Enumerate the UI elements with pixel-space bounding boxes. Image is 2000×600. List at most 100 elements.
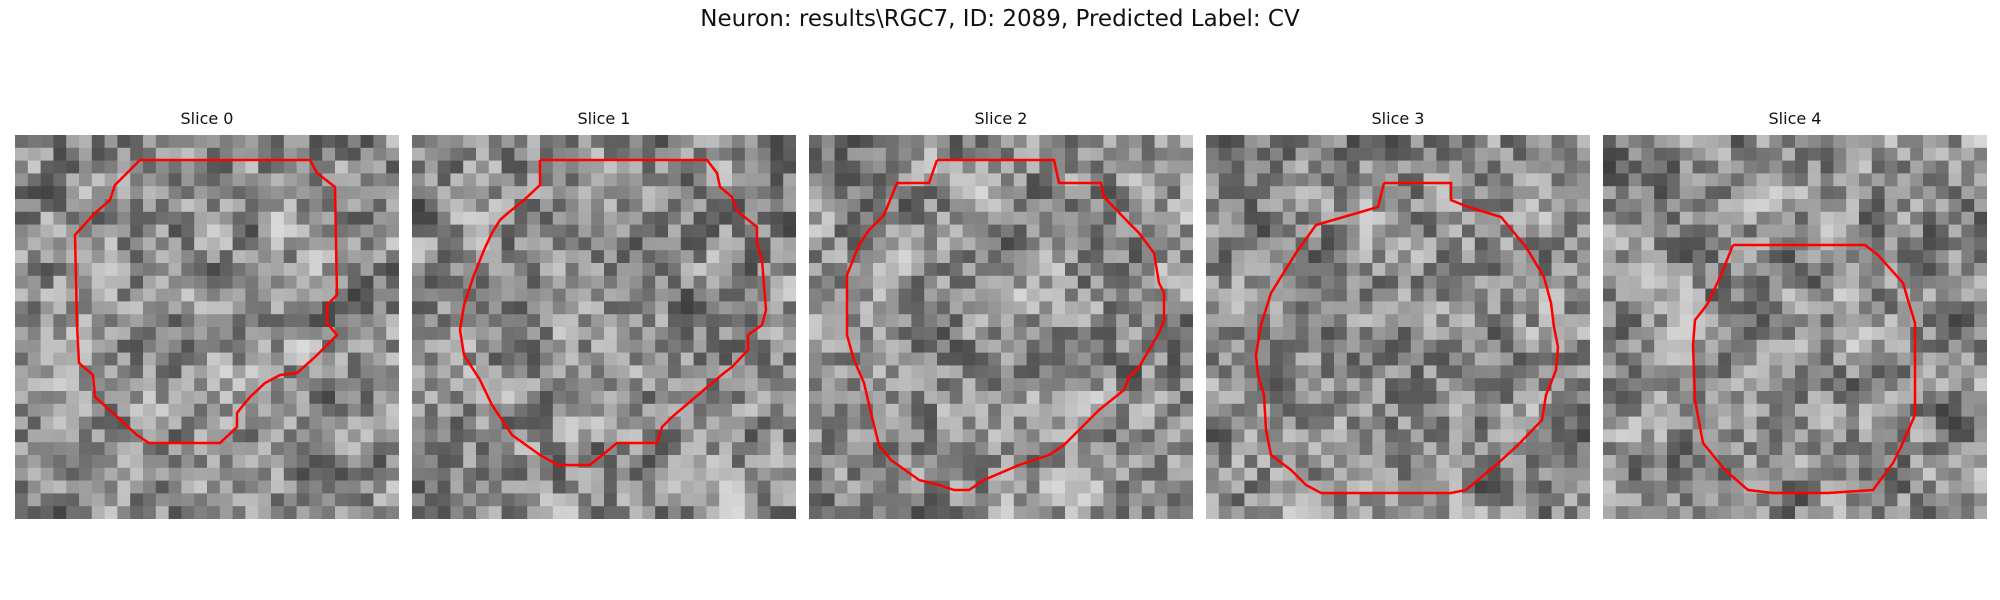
pixel-cell [642, 250, 656, 264]
pixel-cell [1769, 301, 1783, 315]
pixel-cell [488, 301, 502, 315]
pixel-cell [783, 224, 796, 238]
pixel-cell [66, 493, 80, 507]
pixel-cell [1807, 211, 1821, 225]
pixel-cell [168, 263, 182, 277]
pixel-cell [207, 147, 221, 161]
pixel-cell [527, 378, 541, 392]
pixel-cell [1410, 301, 1424, 315]
pixel-cell [1359, 173, 1373, 187]
pixel-cell [1846, 403, 1860, 417]
pixel-cell [271, 455, 285, 469]
pixel-cell [949, 237, 963, 251]
pixel-cell [1871, 186, 1885, 200]
pixel-cell [540, 147, 554, 161]
pixel-cell [1487, 173, 1501, 187]
pixel-cell [591, 467, 605, 481]
pixel-cell [1743, 314, 1757, 328]
pixel-cell [706, 301, 720, 315]
pixel-cell [1039, 429, 1053, 443]
pixel-cell [1474, 263, 1488, 277]
pixel-cell [552, 288, 566, 302]
pixel-cell [1257, 455, 1271, 469]
pixel-cell [1743, 199, 1757, 213]
pixel-cell [488, 480, 502, 494]
pixel-cell [1487, 339, 1501, 353]
pixel-cell [1423, 506, 1437, 519]
pixel-cell [1513, 493, 1527, 507]
pixel-cell [949, 480, 963, 494]
pixel-cell [540, 339, 554, 353]
pixel-cell [975, 224, 989, 238]
pixel-cell [117, 186, 131, 200]
pixel-cell [1961, 480, 1975, 494]
pixel-cell [1231, 135, 1245, 149]
pixel-cell [1884, 352, 1898, 366]
pixel-cell [680, 467, 694, 481]
pixel-cell [1743, 327, 1757, 341]
pixel-cell [514, 339, 528, 353]
pixel-cell [1679, 250, 1693, 264]
pixel-cell [591, 275, 605, 289]
pixel-cell [1385, 147, 1399, 161]
pixel-cell [117, 147, 131, 161]
pixel-cell [578, 186, 592, 200]
pixel-cell [232, 147, 246, 161]
pixel-cell [501, 160, 515, 174]
pixel-cell [296, 173, 310, 187]
pixel-cell [1218, 403, 1232, 417]
pixel-cell [463, 403, 477, 417]
pixel-cell [450, 186, 464, 200]
pixel-cell [1961, 301, 1975, 315]
pixel-cell [1654, 442, 1668, 456]
pixel-cell [1910, 403, 1924, 417]
pixel-cell [53, 160, 67, 174]
pixel-cell [488, 186, 502, 200]
pixel-cell [1001, 288, 1015, 302]
pixel-cell [219, 186, 233, 200]
pixel-cell [642, 147, 656, 161]
pixel-cell [347, 442, 361, 456]
pixel-cell [1141, 211, 1155, 225]
pixel-cell [53, 199, 67, 213]
pixel-cell [1436, 403, 1450, 417]
pixel-cell [1026, 160, 1040, 174]
pixel-cell [463, 211, 477, 225]
pixel-cell [873, 301, 887, 315]
pixel-cell [911, 416, 925, 430]
pixel-cell [1026, 467, 1040, 481]
pixel-cell [1359, 416, 1373, 430]
pixel-cell [911, 237, 925, 251]
pixel-cell [937, 352, 951, 366]
pixel-cell [104, 263, 118, 277]
pixel-cell [168, 147, 182, 161]
pixel-cell [1667, 250, 1681, 264]
pixel-cell [1270, 429, 1284, 443]
pixel-cell [1270, 288, 1284, 302]
pixel-cell [40, 480, 54, 494]
pixel-cell [104, 135, 118, 149]
pixel-cell [1628, 314, 1642, 328]
pixel-cell [104, 327, 118, 341]
pixel-cell [668, 288, 682, 302]
pixel-cell [232, 288, 246, 302]
pixel-cell [1244, 301, 1258, 315]
pixel-cell [1346, 352, 1360, 366]
pixel-cell [1500, 391, 1514, 405]
pixel-cell [732, 160, 746, 174]
pixel-cell [1257, 250, 1271, 264]
pixel-cell [1244, 314, 1258, 328]
pixel-cell [1884, 250, 1898, 264]
pixel-cell [1449, 237, 1463, 251]
pixel-cell [668, 493, 682, 507]
pixel-cell [296, 135, 310, 149]
pixel-cell [79, 250, 93, 264]
pixel-cell [988, 378, 1002, 392]
pixel-cell [1423, 199, 1437, 213]
pixel-cell [680, 173, 694, 187]
pixel-cell [1859, 429, 1873, 443]
pixel-cell [680, 429, 694, 443]
pixel-cell [1961, 455, 1975, 469]
pixel-cell [347, 339, 361, 353]
pixel-cell [1321, 339, 1335, 353]
